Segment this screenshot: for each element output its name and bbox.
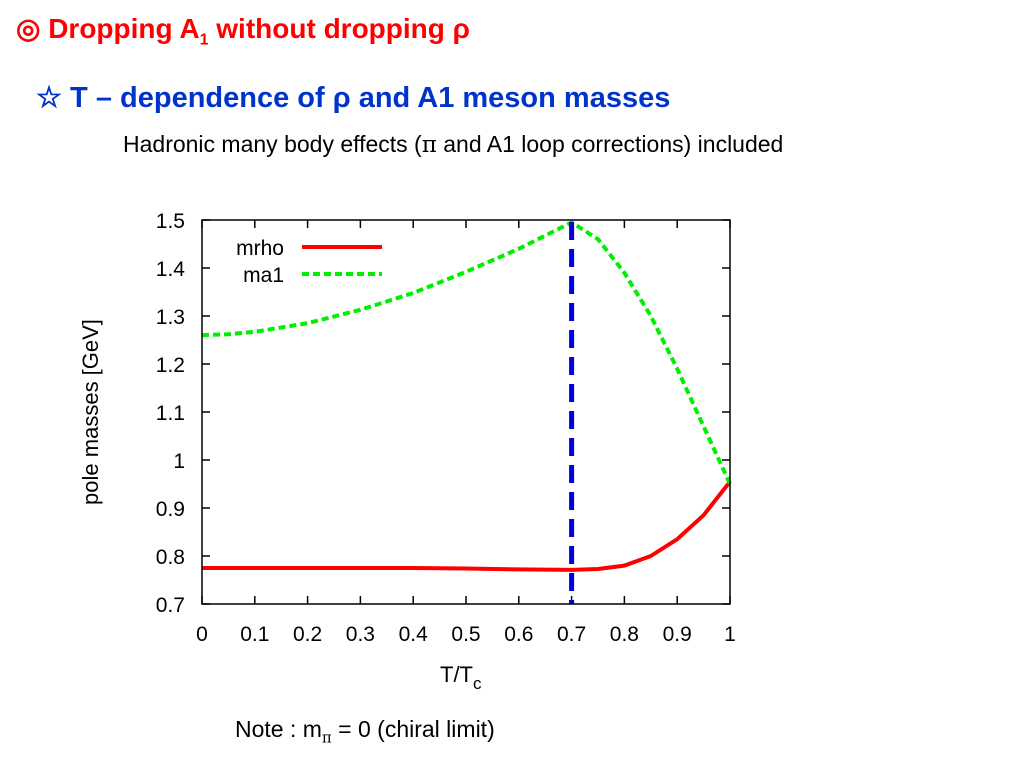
series-ma1-line <box>201 220 732 485</box>
legend: mrho ma1 <box>236 237 382 287</box>
y-tick-label: 1.2 <box>156 354 185 377</box>
x-tick-label: 0.4 <box>399 623 429 646</box>
title-prefix: ◎ Dropping A <box>16 13 200 44</box>
x-tick-label: 0.3 <box>346 623 375 646</box>
note-before: Note : m <box>235 716 322 742</box>
y-tick-label: 0.7 <box>156 594 185 617</box>
legend-label-mrho: mrho <box>236 237 284 260</box>
x-tick-label: 0.6 <box>504 623 533 646</box>
x-tick-label: 0.9 <box>663 623 692 646</box>
y-tick-labels: 0.7 0.8 0.9 1 1.1 1.2 1.3 1.4 1.5 <box>156 210 186 617</box>
x-tick-label: 0.1 <box>240 623 269 646</box>
x-tick-label: 0.7 <box>557 623 586 646</box>
x-axis-label-main: T/T <box>440 662 473 687</box>
x-tick-labels: 0 0.1 0.2 0.3 0.4 0.5 0.6 0.7 0.8 0.9 1 <box>196 623 736 646</box>
x-axis-label-sub: c <box>473 674 482 693</box>
y-tick-label: 1.3 <box>156 306 185 329</box>
y-tick-label: 1.5 <box>156 210 185 233</box>
y-tick-label: 0.8 <box>156 546 185 569</box>
x-tick-label: 0.8 <box>610 623 639 646</box>
series-layer <box>201 220 732 604</box>
legend-label-ma1: ma1 <box>243 264 284 287</box>
series-mrho-line <box>202 480 732 572</box>
y-tick-label: 1.1 <box>156 402 185 425</box>
x-tick-label: 0 <box>196 623 208 646</box>
title-suffix: without dropping ρ <box>208 13 470 44</box>
y-tick-label: 0.9 <box>156 498 185 521</box>
x-tick-label: 0.2 <box>293 623 322 646</box>
x-tick-label: 0.5 <box>451 623 480 646</box>
note-after: = 0 (chiral limit) <box>331 716 495 742</box>
footnote: Note : mπ = 0 (chiral limit) <box>235 716 495 747</box>
y-tick-label: 1.4 <box>156 258 186 281</box>
caption-pi: π <box>421 132 437 158</box>
chart-caption: Hadronic many body effects (π and A1 loo… <box>123 131 783 158</box>
x-axis-label: T/Tc <box>440 662 482 693</box>
y-axis-label: pole masses [GeV] <box>78 319 103 505</box>
x-tick-label: 1 <box>724 623 736 646</box>
slide-title: ◎ Dropping A1 without dropping ρ <box>16 12 470 50</box>
plot-frame <box>201 219 731 605</box>
slide-subtitle: ☆ T – dependence of ρ and A1 meson masse… <box>36 82 671 114</box>
caption-after: and A1 loop corrections) included <box>436 131 784 157</box>
y-tick-label: 1 <box>173 450 185 473</box>
title-subscript: 1 <box>199 31 209 49</box>
note-subscript: π <box>321 728 332 747</box>
caption-before: Hadronic many body effects ( <box>123 131 422 157</box>
